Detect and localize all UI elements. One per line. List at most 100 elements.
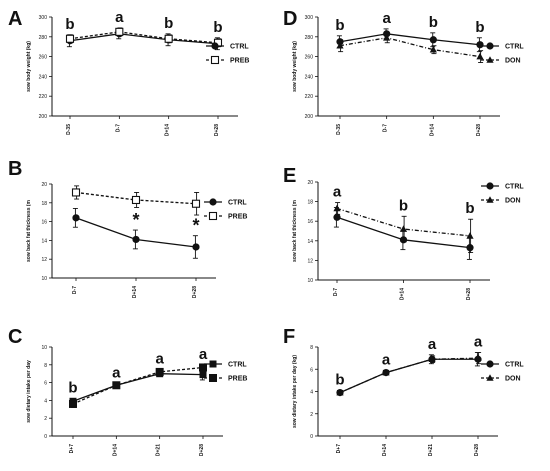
- data-point-preb: [164, 34, 173, 43]
- point-label: b: [465, 200, 474, 217]
- series-line-ctrl: [339, 33, 481, 46]
- data-point-ctrl: [429, 36, 437, 44]
- x-tick-label: D-7: [72, 286, 78, 294]
- x-tick-label: D-7: [383, 124, 389, 132]
- legend-marker: [209, 360, 217, 368]
- y-tick-label: 2: [310, 412, 313, 418]
- series-line-ctrl: [72, 373, 204, 402]
- point-label: b: [399, 197, 408, 214]
- y-tick-label: 16: [41, 220, 47, 226]
- point-label: b: [164, 15, 173, 32]
- y-tick-label: 10: [41, 276, 47, 282]
- legend-label: PREB: [228, 376, 247, 383]
- y-tick-label: 18: [307, 200, 313, 206]
- legend-marker: [208, 211, 218, 221]
- y-tick-label: 4: [44, 398, 47, 404]
- y-tick-label: 12: [41, 257, 47, 263]
- x-tick-label: D+7: [69, 444, 75, 454]
- y-tick-label: 280: [39, 35, 48, 41]
- point-label: a: [333, 184, 342, 201]
- y-tick-label: 8: [44, 363, 47, 369]
- data-point-preb: [69, 399, 77, 408]
- legend-marker: [209, 374, 217, 382]
- legend-label: PREB: [230, 58, 249, 65]
- x-tick-label: D-7: [115, 124, 121, 132]
- series-line-preb: [72, 366, 204, 405]
- legend-marker: [486, 360, 494, 368]
- data-point-don: [474, 354, 482, 361]
- legend-marker: [486, 182, 494, 190]
- y-tick-label: 220: [305, 94, 314, 100]
- point-label: b: [335, 17, 344, 34]
- x-tick-label: D+14: [112, 444, 118, 456]
- y-tick-label: 18: [41, 201, 47, 207]
- data-point-ctrl: [132, 235, 140, 244]
- point-label: b: [475, 19, 484, 36]
- y-tick-label: 200: [305, 114, 314, 120]
- panel-letter: B: [8, 158, 22, 180]
- legend-label: CTRL: [505, 362, 524, 369]
- point-label: a: [382, 351, 391, 368]
- point-label: a: [199, 346, 208, 363]
- data-point-don: [476, 52, 484, 60]
- legend-marker: [211, 42, 219, 50]
- y-tick-label: 0: [310, 434, 313, 440]
- y-axis-label: sow dietary intake per day (kg): [292, 355, 298, 428]
- x-tick-label: D+7: [336, 444, 342, 454]
- y-tick-label: 280: [305, 35, 314, 41]
- data-point-ctrl: [192, 243, 200, 251]
- y-tick-label: 20: [41, 182, 47, 188]
- legend-marker: [209, 198, 217, 206]
- legend-label: PREB: [228, 214, 247, 221]
- data-point-preb: [155, 367, 164, 376]
- data-point-ctrl: [199, 371, 207, 379]
- y-axis-label: sow back fat thickness (m: [292, 199, 298, 262]
- data-point-preb: [131, 195, 141, 205]
- x-tick-label: D+28: [474, 444, 480, 456]
- data-point-don: [428, 355, 436, 363]
- data-point-preb: [199, 363, 207, 372]
- x-tick-label: D+14: [400, 288, 406, 300]
- y-tick-label: 8: [310, 345, 313, 351]
- data-point-preb: [115, 27, 124, 36]
- y-axis-label: sow body weight (kg): [292, 41, 298, 92]
- y-tick-label: 0: [44, 434, 47, 440]
- y-tick-label: 240: [39, 74, 48, 80]
- legend-label: CTRL: [228, 200, 247, 207]
- point-label: b: [213, 19, 222, 36]
- data-point-don: [399, 225, 408, 232]
- legend-label: CTRL: [505, 184, 524, 191]
- significance-star: *: [132, 210, 139, 230]
- y-tick-label: 6: [310, 367, 313, 373]
- legend-marker: [210, 55, 220, 65]
- data-point-don: [333, 204, 341, 212]
- point-label: a: [382, 10, 391, 27]
- y-tick-label: 10: [41, 345, 47, 351]
- data-point-preb: [65, 34, 75, 43]
- legend-label: CTRL: [230, 44, 249, 51]
- legend-marker: [486, 196, 494, 203]
- point-label: b: [335, 371, 344, 388]
- x-tick-label: D+28: [214, 124, 220, 136]
- y-tick-label: 220: [39, 94, 48, 100]
- x-tick-label: D+28: [199, 444, 205, 456]
- point-label: b: [68, 380, 77, 397]
- chart-panel-a: A 200 220 240 260 280 300 sow body weight (kg) D…: [8, 8, 249, 136]
- chart-panel-c: C 0 2 4 6 8 10 sow dietary intake per day D+7 D+1…: [8, 326, 247, 456]
- series-line-ctrl: [69, 33, 219, 45]
- point-label: a: [112, 364, 121, 381]
- y-tick-label: 12: [307, 258, 313, 264]
- y-tick-label: 10: [307, 278, 313, 284]
- point-label: a: [155, 350, 164, 367]
- data-point-ctrl: [72, 214, 80, 222]
- data-point-ctrl: [476, 41, 484, 49]
- legend-label: DON: [505, 198, 521, 205]
- legend-label: DON: [505, 58, 521, 65]
- point-label: a: [115, 9, 124, 26]
- panel-letter: E: [283, 165, 296, 187]
- significance-star: *: [192, 216, 199, 236]
- x-tick-label: D+21: [156, 444, 162, 456]
- data-point-don: [382, 368, 390, 376]
- y-tick-label: 300: [305, 15, 314, 21]
- x-tick-label: D+21: [428, 444, 434, 456]
